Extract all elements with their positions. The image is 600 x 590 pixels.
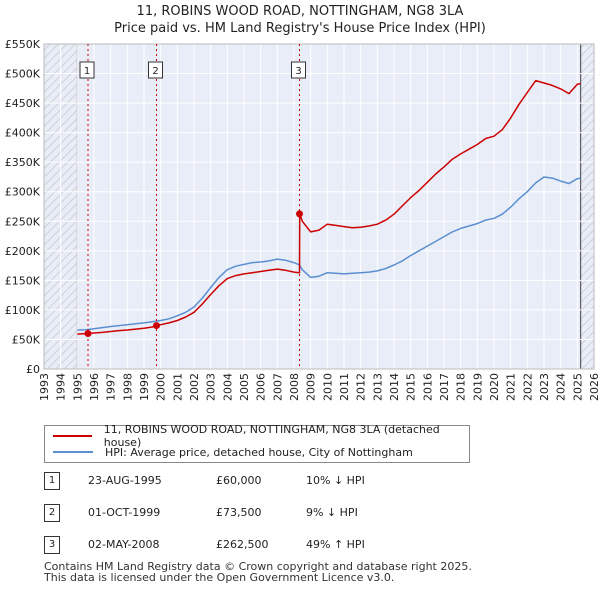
legend-price-label: 11, ROBINS WOOD ROAD, NOTTINGHAM, NG8 3L…: [103, 423, 440, 449]
transaction-hpi-diff: 9% ↓ HPI: [306, 506, 358, 519]
footer-copyright: Contains HM Land Registry data © Crown c…: [44, 560, 472, 573]
sale-marker-number: 2: [152, 66, 158, 77]
footer-licence: This data is licensed under the Open Gov…: [44, 571, 395, 584]
legend-hpi-swatch: [53, 451, 93, 453]
y-tick-label: £50K: [12, 333, 41, 346]
transaction-price: £60,000: [216, 474, 262, 487]
transaction-date: 01-OCT-1999: [88, 506, 161, 519]
y-tick-label: £300K: [5, 186, 41, 199]
x-tick-label: 2017: [438, 373, 451, 401]
x-tick-label: 2015: [405, 373, 418, 401]
x-tick-label: 2013: [371, 373, 384, 401]
no-data-region-right: [580, 44, 594, 369]
x-tick-label: 2011: [338, 373, 351, 401]
sale-marker-number: 1: [84, 66, 90, 77]
x-tick-label: 1995: [71, 373, 84, 401]
transaction-number: 1: [44, 472, 60, 490]
sale-point: [296, 210, 303, 218]
transaction-number: 3: [44, 536, 60, 554]
x-tick-label: 1999: [138, 373, 151, 401]
x-tick-label: 2008: [288, 373, 301, 401]
legend-price-swatch: [53, 435, 92, 437]
y-tick-label: £100K: [5, 304, 41, 317]
x-tick-label: 2010: [321, 373, 334, 401]
legend-item-hpi: HPI: Average price, detached house, City…: [53, 444, 413, 460]
sale-marker-number: 3: [295, 66, 301, 77]
title-line-2: Price paid vs. HM Land Registry's House …: [114, 21, 486, 36]
transaction-hpi-diff: 49% ↑ HPI: [306, 538, 365, 551]
x-tick-label: 1998: [121, 373, 134, 401]
x-tick-label: 2021: [505, 373, 518, 401]
y-tick-label: £150K: [5, 274, 41, 287]
sale-marker-box: [148, 61, 163, 79]
legend-item-price: 11, ROBINS WOOD ROAD, NOTTINGHAM, NG8 3L…: [53, 423, 469, 449]
x-tick-label: 2005: [238, 373, 251, 401]
transaction-row: 1 23-AUG-1995 £60,000 10% ↓ HPI: [44, 472, 404, 490]
y-tick-label: £250K: [5, 215, 41, 228]
x-tick-label: 2022: [521, 373, 534, 401]
y-tick-label: £350K: [5, 156, 41, 169]
transaction-date: 02-MAY-2008: [88, 538, 160, 551]
x-tick-label: 2006: [255, 373, 268, 401]
x-tick-label: 2014: [388, 373, 401, 401]
x-tick-label: 2002: [188, 373, 201, 401]
legend-hpi-label: HPI: Average price, detached house, City…: [105, 445, 413, 459]
footer: Contains HM Land Registry data © Crown c…: [44, 561, 472, 583]
x-tick-label: 1997: [105, 373, 118, 401]
sale-point: [84, 330, 92, 338]
x-tick-label: 2026: [588, 373, 600, 401]
transaction-row: 3 02-MAY-2008 £262,500 49% ↑ HPI: [44, 536, 404, 554]
y-tick-label: £200K: [5, 245, 41, 258]
transaction-number: 2: [44, 504, 60, 522]
x-tick-label: 2007: [271, 373, 284, 401]
plot-area: [44, 44, 594, 369]
chart-title: 11, ROBINS WOOD ROAD, NOTTINGHAM, NG8 3L…: [0, 3, 600, 37]
x-tick-label: 2018: [455, 373, 468, 401]
y-tick-label: £400K: [5, 127, 41, 140]
x-tick-label: 2019: [471, 373, 484, 401]
x-tick-label: 2000: [155, 373, 168, 401]
transaction-price: £262,500: [216, 538, 269, 551]
transaction-date: 23-AUG-1995: [88, 474, 162, 487]
x-tick-label: 1993: [38, 373, 51, 401]
sale-marker-box: [291, 61, 306, 79]
price-chart: 1 2 3 £0 £50K £100K £150K £200K £250K £300K £350K…: [5, 38, 600, 401]
transaction-row: 2 01-OCT-1999 £73,500 9% ↓ HPI: [44, 504, 404, 522]
x-tick-label: 2020: [488, 373, 501, 401]
y-tick-label: £550K: [5, 38, 41, 51]
y-tick-label: £500K: [5, 68, 41, 81]
hpi-series-line: [77, 176, 581, 331]
sale-point: [153, 322, 160, 330]
x-tick-label: 2016: [421, 373, 434, 401]
x-tick-label: 2012: [355, 373, 368, 401]
x-tick-label: 2003: [205, 373, 218, 401]
y-tick-label: £450K: [5, 97, 41, 110]
x-tick-label: 2009: [305, 373, 318, 401]
x-tick-label: 1996: [88, 373, 101, 401]
x-tick-label: 2025: [571, 373, 584, 401]
x-tick-label: 2024: [555, 373, 568, 401]
x-tick-label: 2023: [538, 373, 551, 401]
x-tick-label: 2004: [221, 373, 234, 401]
x-tick-label: 2001: [171, 373, 184, 401]
legend: 11, ROBINS WOOD ROAD, NOTTINGHAM, NG8 3L…: [44, 423, 470, 463]
title-line-1: 11, ROBINS WOOD ROAD, NOTTINGHAM, NG8 3L…: [136, 4, 464, 19]
y-tick-label: £0: [26, 363, 40, 376]
transaction-hpi-diff: 10% ↓ HPI: [306, 474, 365, 487]
sale-marker-box: [79, 61, 95, 79]
transaction-price: £73,500: [216, 506, 262, 519]
plot-frame: [43, 43, 595, 370]
x-tick-label: 1994: [55, 373, 68, 401]
